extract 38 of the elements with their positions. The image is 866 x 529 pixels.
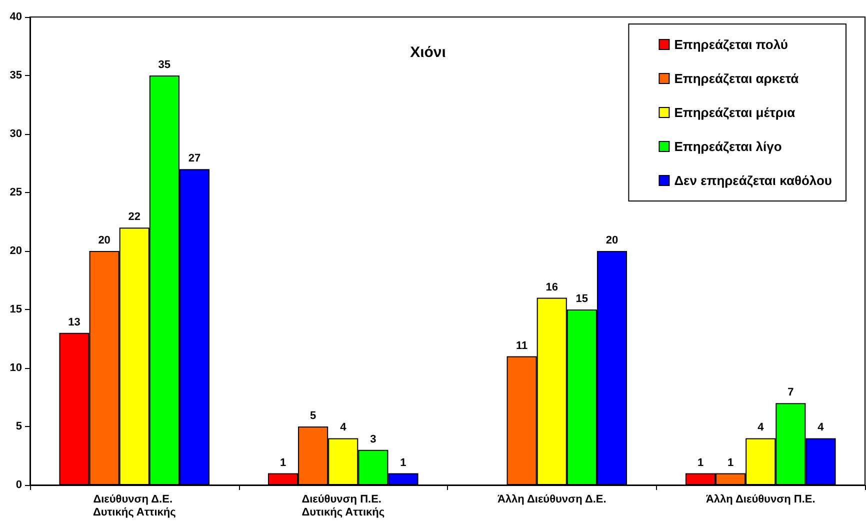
y-tick-label: 25: [10, 186, 22, 198]
data-label: 11: [516, 340, 528, 352]
x-tick-label: Άλλη Διεύθυνση Π.Ε.: [706, 494, 816, 506]
data-label: 4: [758, 422, 765, 434]
data-label: 20: [606, 234, 618, 246]
data-label: 16: [546, 281, 558, 294]
data-label: 35: [158, 59, 171, 71]
y-tick-label: 20: [10, 245, 22, 257]
legend-label: Επηρεάζεται αρκετά: [674, 71, 799, 86]
data-label: 20: [98, 234, 110, 246]
data-label: 3: [370, 433, 376, 446]
data-label: 7: [788, 386, 794, 399]
data-label: 15: [576, 293, 588, 305]
text: Χιόνι: [410, 44, 446, 61]
data-label: 5: [310, 410, 316, 422]
data-label: 22: [128, 211, 140, 224]
legend-label: Επηρεάζεται λίγο: [674, 139, 782, 154]
data-label: 13: [68, 316, 80, 328]
y-tick-label: 5: [16, 420, 22, 432]
data-label: 4: [340, 422, 348, 434]
data-label: 1: [728, 456, 734, 469]
x-tick-label: Άλλη Διεύθυνση Δ.Ε.: [497, 494, 606, 506]
y-tick-label: 10: [10, 362, 22, 374]
y-tick-label: 40: [10, 11, 22, 23]
y-tick-label: 15: [10, 304, 22, 316]
x-tick-label: Διεύθυνση Π.Ε. Δυτικής Αττικής: [302, 494, 385, 518]
data-label: 1: [280, 456, 286, 469]
y-tick-label: 30: [10, 128, 22, 140]
legend-label: Δεν επηρεάζεται καθόλου: [674, 173, 832, 188]
y-tick-label: 35: [10, 70, 22, 82]
y-tick-label: 0: [16, 479, 22, 491]
data-label: 27: [188, 152, 201, 165]
data-label: 4: [818, 422, 825, 434]
data-label: 1: [697, 456, 704, 469]
legend-label: Επηρεάζεται πολύ: [674, 37, 788, 52]
x-tick-label: Διεύθυνση Δ.Ε. Δυτικής Αττικής: [92, 494, 176, 518]
legend-label: Επηρεάζεται μέτρια: [674, 105, 796, 120]
data-label: 1: [400, 456, 406, 469]
